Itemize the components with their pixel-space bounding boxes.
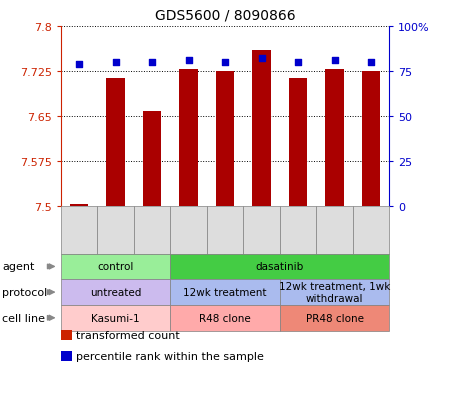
Text: agent: agent <box>2 262 35 272</box>
Title: GDS5600 / 8090866: GDS5600 / 8090866 <box>155 9 295 23</box>
Text: percentile rank within the sample: percentile rank within the sample <box>76 351 265 361</box>
Text: untreated: untreated <box>90 287 141 297</box>
Point <box>367 59 374 66</box>
Text: control: control <box>97 262 134 272</box>
Text: dasatinib: dasatinib <box>256 262 304 272</box>
Bar <box>143 112 161 206</box>
Bar <box>252 51 270 206</box>
Text: protocol: protocol <box>2 287 48 297</box>
Text: R48 clone: R48 clone <box>199 313 251 323</box>
Bar <box>70 205 88 206</box>
Point <box>148 59 156 66</box>
Text: 12wk treatment: 12wk treatment <box>183 287 267 297</box>
Text: transformed count: transformed count <box>76 330 180 340</box>
Bar <box>325 70 344 206</box>
Text: 12wk treatment, 1wk
withdrawal: 12wk treatment, 1wk withdrawal <box>279 282 390 303</box>
Bar <box>216 72 234 206</box>
Bar <box>362 72 380 206</box>
Bar <box>106 78 125 206</box>
Text: Kasumi-1: Kasumi-1 <box>91 313 140 323</box>
Point <box>294 59 302 66</box>
Point <box>331 58 338 64</box>
Point <box>258 56 265 62</box>
Bar <box>289 78 307 206</box>
Point <box>112 59 119 66</box>
Point <box>76 61 83 68</box>
Bar <box>180 69 198 206</box>
Text: PR48 clone: PR48 clone <box>306 313 364 323</box>
Point <box>185 58 192 64</box>
Point <box>221 59 229 66</box>
Text: cell line: cell line <box>2 313 45 323</box>
